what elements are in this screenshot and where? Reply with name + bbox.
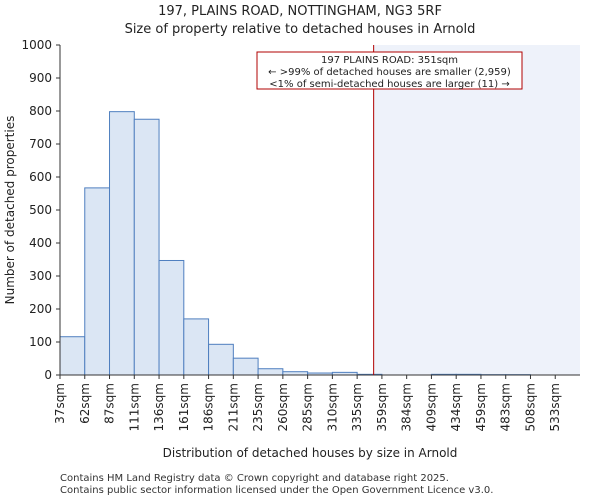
footer-licence: Contains public sector information licen… [60,485,494,496]
x-axis-label: Distribution of detached houses by size … [163,446,458,460]
y-axis-label: Number of detached properties [3,116,17,305]
x-tick-label: 335sqm [350,383,364,431]
y-tick-label: 700 [29,137,52,151]
y-tick-label: 300 [29,269,52,283]
histogram-bar [84,187,111,376]
y-tick-label: 900 [29,71,52,85]
x-tick-label: 87sqm [103,383,117,424]
x-tick-label: 186sqm [202,383,216,431]
x-tick-label: 111sqm [127,383,141,431]
x-tick-label: 235sqm [251,383,265,431]
x-tick-label: 409sqm [424,383,438,431]
y-tick-label: 500 [29,203,52,217]
x-tick-label: 136sqm [152,383,166,431]
y-tick-label: 600 [29,170,52,184]
x-tick-label: 384sqm [400,383,414,431]
annotation-line-2: ← >99% of detached houses are smaller (2… [268,67,511,78]
marker-annotation: 197 PLAINS ROAD: 351sqm ← >99% of detach… [256,51,523,90]
x-tick-label: 359sqm [375,383,389,431]
annotation-line-1: 197 PLAINS ROAD: 351sqm [321,55,458,66]
histogram-bar [183,318,210,376]
y-tick-label: 0 [44,368,52,382]
x-tick-label: 508sqm [523,383,537,431]
y-tick-label: 1000 [21,38,52,52]
larger-region-shade [373,45,580,375]
chart-subtitle: Size of property relative to detached ho… [124,22,476,37]
x-tick-label: 434sqm [449,383,463,431]
y-tick-label: 200 [29,302,52,316]
histogram-bar [133,118,160,376]
x-tick-label: 62sqm [78,383,92,424]
histogram-bar [208,343,234,376]
y-tick-label: 800 [29,104,52,118]
annotation-line-3: <1% of semi-detached houses are larger (… [269,79,509,90]
histogram-bar [232,357,259,376]
chart-title: 197, PLAINS ROAD, NOTTINGHAM, NG3 5RF [158,4,442,19]
x-tick-label: 260sqm [276,383,290,431]
y-tick-label: 400 [29,236,52,250]
x-tick-label: 161sqm [177,383,191,431]
x-tick-label: 285sqm [301,383,315,431]
histogram-bar [109,111,135,376]
annotation-box [256,51,523,90]
x-tick-label: 37sqm [53,383,67,424]
x-tick-label: 483sqm [499,383,513,431]
x-tick-label: 211sqm [226,383,240,431]
x-tick-label: 533sqm [548,383,562,431]
y-tick-label: 100 [29,335,52,349]
histogram-bar [158,259,185,376]
x-tick-label: 459sqm [474,383,488,431]
footer-copyright: Contains HM Land Registry data © Crown c… [60,473,449,484]
x-tick-label: 310sqm [325,383,339,431]
histogram-bar [257,368,284,376]
histogram-bar [59,336,86,376]
